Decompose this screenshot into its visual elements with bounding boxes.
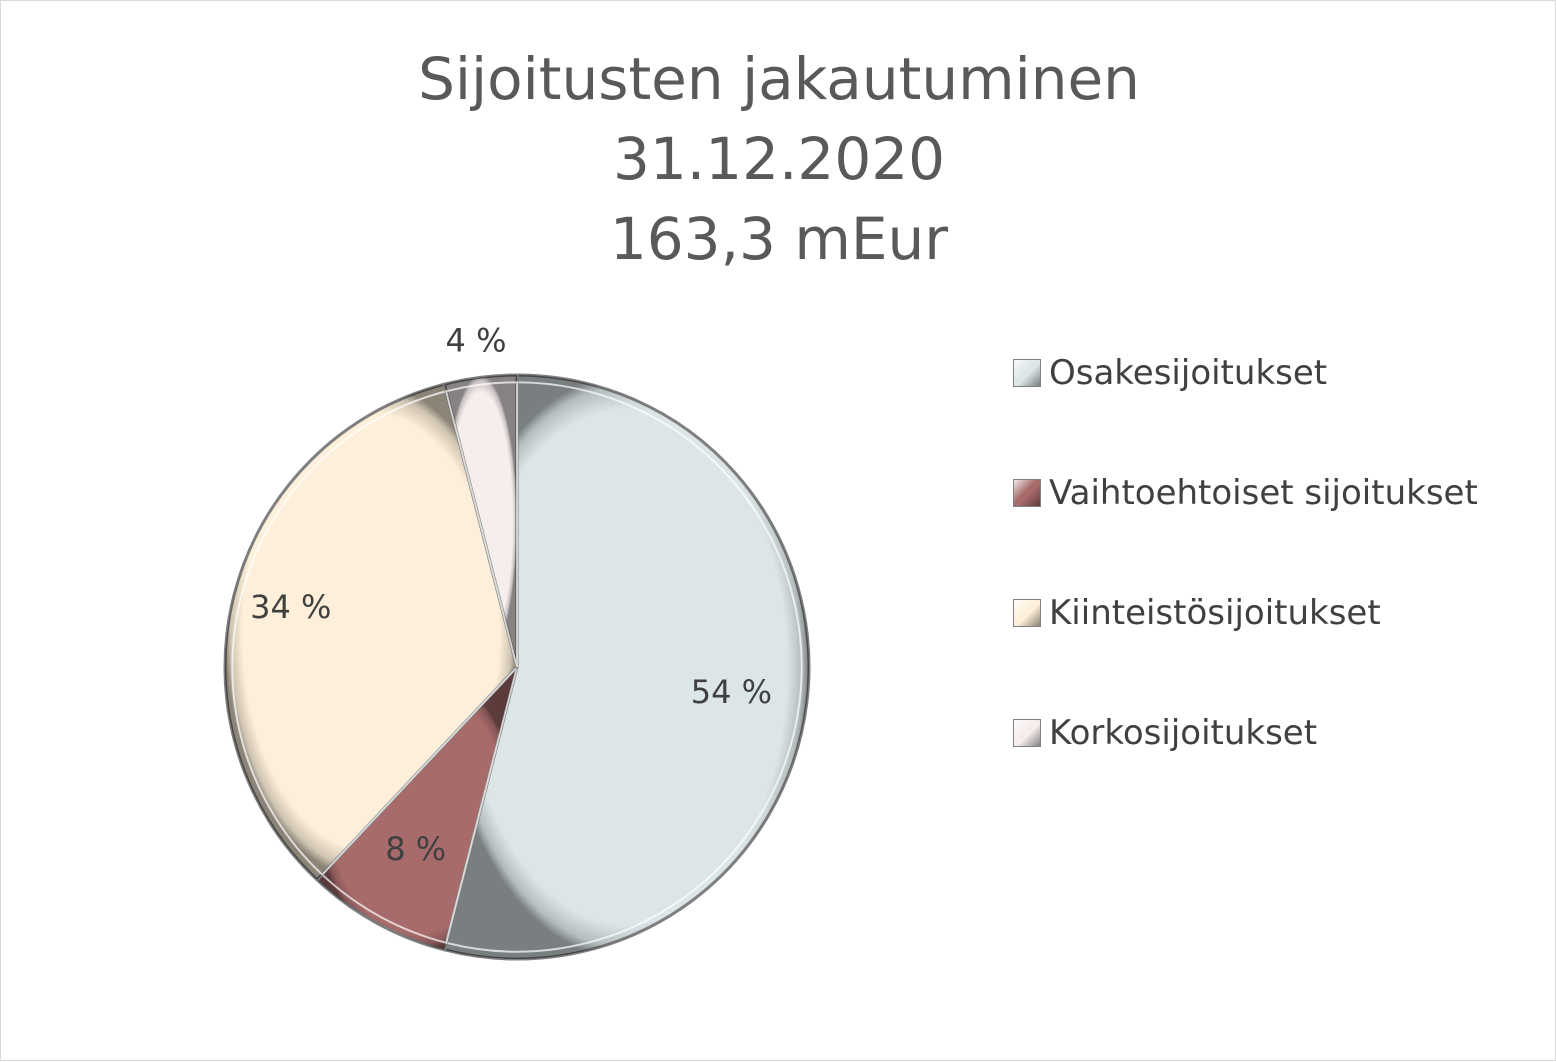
data-label-osakesijoitukset: 54 % <box>691 673 772 711</box>
legend-item-korkosijoitukset[interactable]: Korkosijoitukset <box>1013 701 1478 821</box>
chart-title-line-1: Sijoitusten jakautuminen <box>418 45 1140 113</box>
data-label-vaihtoehtoiset-sijoitukset: 8 % <box>385 830 446 868</box>
data-label-kiinteistosijoitukset: 34 % <box>250 588 331 626</box>
legend-label: Korkosijoitukset <box>1049 713 1318 753</box>
pie-slice-highlight-korkosijoitukset <box>445 381 518 668</box>
legend-label: Osakesijoitukset <box>1049 353 1328 393</box>
pie-slice-bevel-osakesijoitukset <box>444 375 809 959</box>
pie-slice-group-osakesijoitukset <box>442 373 811 961</box>
data-label-korkosijoitukset: 4 % <box>446 322 507 360</box>
pie-slice-highlight-kiinteistosijoitukset <box>231 390 519 876</box>
pie-slice-bevel-vaihtoehtoiset-sijoitukset <box>317 667 517 950</box>
legend-label: Kiinteistösijoitukset <box>1049 593 1381 633</box>
legend-item-kiinteistosijoitukset[interactable]: Kiinteistösijoitukset <box>1013 581 1478 701</box>
legend-swatch-osakesijoitukset <box>1013 359 1041 387</box>
legend-label: Vaihtoehtoiset sijoitukset <box>1049 473 1478 513</box>
pie-slice-highlight-vaihtoehtoiset-sijoitukset <box>320 666 518 944</box>
legend-swatch-korkosijoitukset <box>1013 719 1041 747</box>
legend-item-vaihtoehtoiset-sijoitukset[interactable]: Vaihtoehtoiset sijoitukset <box>1013 461 1478 581</box>
legend-item-osakesijoitukset[interactable]: Osakesijoitukset <box>1013 341 1478 461</box>
chart-title-line-2: 31.12.2020 <box>612 125 946 193</box>
pie-slice-group-vaihtoehtoiset-sijoitukset <box>315 665 519 952</box>
chart-title: Sijoitusten jakautuminen 31.12.2020 163,… <box>1 39 1556 279</box>
pie-slice-group-korkosijoitukset <box>442 373 519 669</box>
pie-slice-group-kiinteistosijoitukset <box>223 382 519 882</box>
legend: Osakesijoitukset Vaihtoehtoiset sijoituk… <box>1013 341 1478 821</box>
pie-slice-bevel-kiinteistosijoitukset <box>224 384 517 880</box>
legend-swatch-vaihtoehtoiset-sijoitukset <box>1013 479 1041 507</box>
legend-swatch-kiinteistosijoitukset <box>1013 599 1041 627</box>
pie-slice-highlight-osakesijoitukset <box>445 381 803 953</box>
chart-title-line-3: 163,3 mEur <box>609 205 949 273</box>
